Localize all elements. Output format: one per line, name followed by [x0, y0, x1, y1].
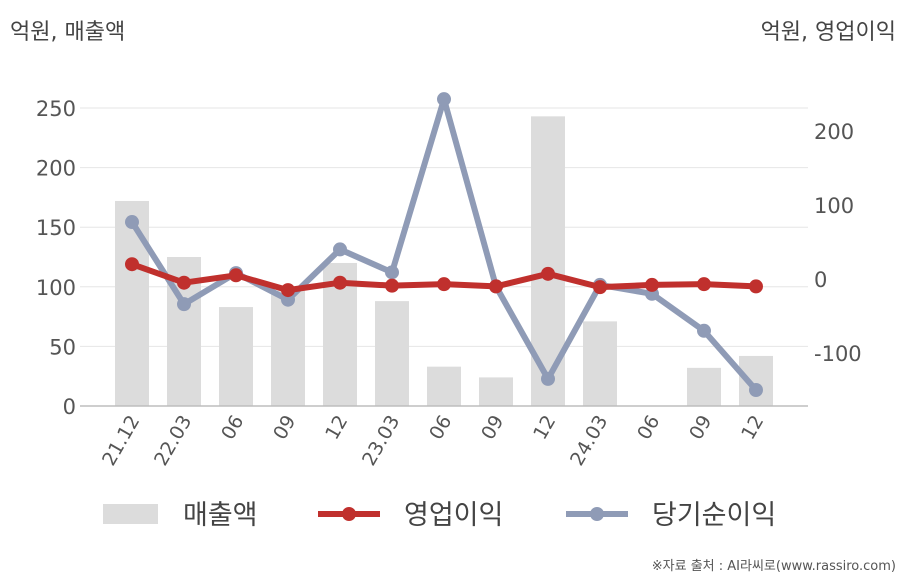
series-point	[333, 275, 347, 290]
series-point	[281, 283, 295, 298]
legend-label: 당기순이익	[652, 500, 776, 531]
series-point	[593, 280, 607, 295]
x-tick-label: 06	[425, 412, 456, 444]
revenue-bar	[479, 377, 513, 406]
left-axis-unit: 억원, 매출액	[10, 20, 126, 45]
series-point	[541, 371, 555, 386]
right-tick-label: -100	[814, 342, 862, 366]
revenue-bar	[427, 366, 461, 406]
series-point	[177, 275, 191, 290]
right-tick-label: 0	[814, 268, 827, 292]
x-tick-label: 12	[321, 412, 352, 444]
legend-label: 영업이익	[404, 500, 503, 531]
x-tick-label: 06	[633, 412, 664, 444]
left-tick-label: 0	[63, 395, 76, 419]
series-point	[281, 292, 295, 307]
series-point	[437, 92, 451, 107]
series-point	[437, 277, 451, 292]
series-point	[749, 279, 763, 294]
series-point	[697, 277, 711, 292]
series-point	[125, 215, 139, 230]
x-tick-label: 21.12	[98, 412, 144, 470]
left-tick-label: 100	[36, 276, 76, 300]
x-tick-label: 06	[217, 412, 248, 444]
legend: 매출액 영업이익 당기순이익	[103, 500, 776, 531]
left-tick-label: 50	[49, 335, 76, 359]
x-tick-label: 22.03	[150, 412, 196, 470]
left-tick-label: 250	[36, 97, 76, 121]
x-tick-label: 23.03	[358, 412, 404, 470]
series-point	[645, 277, 659, 292]
legend-label: 매출액	[183, 500, 258, 531]
series-point	[541, 266, 555, 281]
x-tick-label: 12	[529, 412, 560, 444]
series-point	[333, 242, 347, 257]
left-tick-label: 150	[36, 216, 76, 240]
x-tick-label: 24.03	[566, 412, 612, 470]
series-point	[697, 323, 711, 338]
legend-marker	[342, 507, 356, 521]
revenue-bars	[115, 116, 773, 407]
legend-swatch	[103, 504, 158, 524]
right-tick-label: 200	[814, 120, 854, 144]
series-lines	[125, 92, 763, 397]
revenue-bar	[115, 200, 149, 406]
source-note: ※자료 출처 : AI라씨로(www.rassiro.com)	[651, 559, 896, 574]
right-tick-label: 100	[814, 194, 854, 218]
left-tick-label: 200	[36, 157, 76, 181]
x-tick-label: 09	[477, 412, 508, 444]
series-point	[229, 268, 243, 283]
revenue-bar	[219, 307, 253, 406]
revenue-bar	[271, 290, 305, 406]
x-tick-label: 09	[269, 412, 300, 444]
series-point	[749, 383, 763, 397]
series-point	[125, 257, 139, 272]
series-point	[177, 297, 191, 312]
revenue-bar	[687, 367, 721, 406]
series-point	[385, 278, 399, 293]
series-point	[385, 265, 399, 280]
x-tick-label: 09	[685, 412, 716, 444]
x-tick-label: 12	[737, 412, 768, 444]
legend-marker	[590, 507, 604, 521]
revenue-bar	[375, 301, 409, 406]
revenue-bar	[583, 321, 617, 406]
right-axis-unit: 억원, 영업이익	[760, 20, 896, 45]
series-point	[489, 279, 503, 294]
